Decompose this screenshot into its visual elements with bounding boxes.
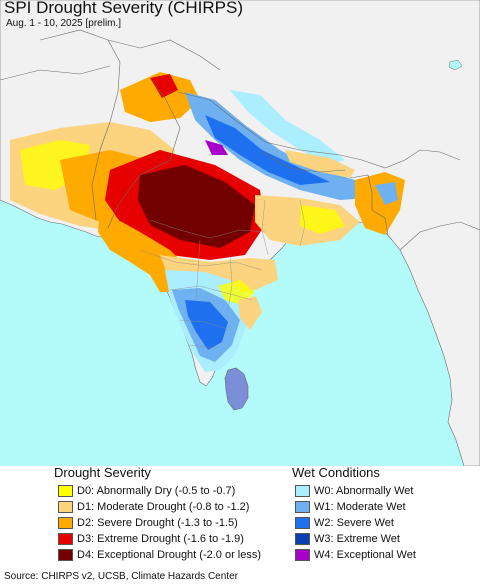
legend-item-d4: D4: Exceptional Drought (-2.0 or less) [58, 548, 261, 562]
swatch-w2 [295, 517, 310, 529]
legend-label-d2: D2: Severe Drought (-1.3 to -1.5) [77, 517, 238, 529]
d3-north [150, 74, 178, 98]
legend-label-w3: W3: Extreme Wet [314, 533, 400, 545]
swatch-d2 [58, 517, 73, 529]
w2-north [205, 115, 330, 185]
legend-item-w4: W4: Exceptional Wet [295, 548, 416, 562]
w2-peninsula [185, 300, 228, 350]
source-credit: Source: CHIRPS v2, UCSB, Climate Hazards… [4, 571, 238, 582]
legend-item-d3: D3: Extreme Drought (-1.6 to -1.9) [58, 532, 244, 546]
swatch-d3 [58, 533, 73, 545]
legend-item-d1: D1: Moderate Drought (-0.8 to -1.2) [58, 500, 249, 514]
legend-label-d0: D0: Abnormally Dry (-0.5 to -0.7) [77, 485, 236, 497]
legend-label-w2: W2: Severe Wet [314, 517, 394, 529]
legend-label-w0: W0: Abnormally Wet [314, 485, 414, 497]
drought-map [0, 0, 480, 466]
country-borders [0, 29, 461, 236]
legend-label-d1: D1: Moderate Drought (-0.8 to -1.2) [77, 501, 250, 513]
d1-southeast [238, 296, 262, 330]
w4-north [205, 140, 228, 155]
legend-item-w2: W2: Severe Wet [295, 516, 394, 530]
swatch-w4 [295, 549, 310, 561]
d4-core [138, 165, 255, 248]
legend-item-d0: D0: Abnormally Dry (-0.5 to -0.7) [58, 484, 235, 498]
wet-legend-title: Wet Conditions [292, 465, 380, 480]
swatch-w1 [295, 501, 310, 513]
swatch-w0 [295, 485, 310, 497]
swatch-d0 [58, 485, 73, 497]
d0-east [300, 205, 345, 234]
legend-item-w3: W3: Extreme Wet [295, 532, 400, 546]
legend: Drought Severity Wet Conditions D0: Abno… [0, 465, 480, 566]
w1-north [185, 92, 370, 200]
map-subtitle: Aug. 1 - 10, 2025 [prelim.] [6, 18, 122, 29]
w1-bangladesh [375, 182, 398, 205]
sri-lanka [224, 367, 249, 411]
legend-item-d2: D2: Severe Drought (-1.3 to -1.5) [58, 516, 238, 530]
d2-north [120, 72, 200, 122]
swatch-d4 [58, 549, 73, 561]
legend-item-w0: W0: Abnormally Wet [295, 484, 413, 498]
lake [448, 59, 463, 71]
legend-item-w1: W1: Moderate Wet [295, 500, 406, 514]
legend-label-w1: W1: Moderate Wet [314, 501, 406, 513]
map-title: SPI Drought Severity (CHIRPS) [4, 0, 244, 17]
legend-label-w4: W4: Exceptional Wet [314, 549, 416, 561]
legend-label-d3: D3: Extreme Drought (-1.6 to -1.9) [77, 533, 244, 545]
legend-label-d4: D4: Exceptional Drought (-2.0 or less) [77, 549, 262, 561]
swatch-w3 [295, 533, 310, 545]
d1-nepal [285, 150, 355, 178]
drought-legend-title: Drought Severity [54, 465, 151, 480]
southeast-asia [399, 221, 480, 466]
swatch-d1 [58, 501, 73, 513]
state-borders [139, 199, 306, 349]
w0-north [230, 90, 345, 165]
